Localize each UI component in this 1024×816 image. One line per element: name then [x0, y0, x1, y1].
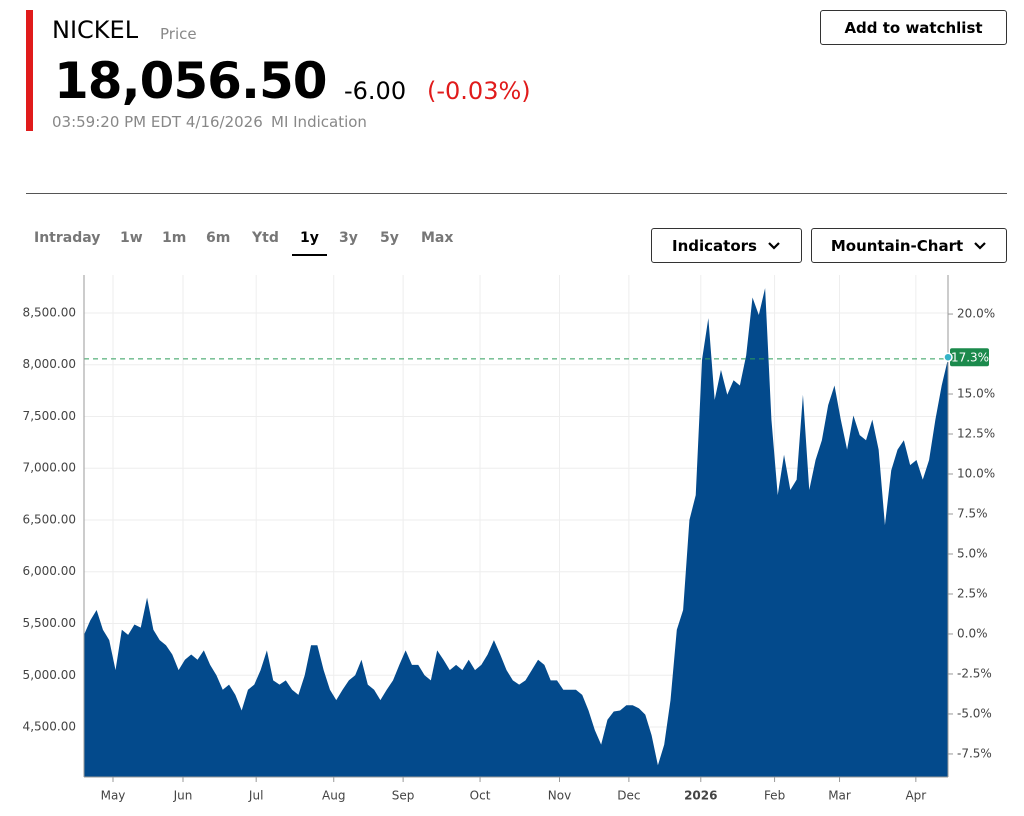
y2-tick-label: 12.5% — [957, 427, 995, 441]
watchlist-button[interactable]: Add to watchlist — [820, 10, 1007, 45]
x-tick-label: May — [101, 789, 126, 803]
area — [84, 288, 948, 777]
x-tick-label: Apr — [905, 789, 926, 803]
x-tick-label: Mar — [828, 789, 851, 803]
y2-tick-label: -7.5% — [957, 746, 992, 760]
y2-tick-label: 7.5% — [957, 507, 988, 521]
tab[interactable]: 1m — [162, 230, 187, 246]
x-tick-label: 2026 — [684, 789, 717, 803]
change: -6.00 — [344, 77, 407, 105]
chart-type-dropdown[interactable]: Mountain-Chart — [811, 228, 1007, 263]
tab[interactable]: Max — [421, 230, 454, 246]
y-tick-label: 18,000.00 — [15, 357, 76, 371]
y-tick-label: 16,500.00 — [15, 512, 76, 526]
x-tick-label: Aug — [322, 789, 345, 803]
x-tick-label: Jun — [173, 789, 193, 803]
y-tick-label: 14,500.00 — [15, 720, 76, 734]
symbol: NICKEL — [52, 16, 139, 44]
y-axis-labels: 18,500.00 18,000.00 17,500.00 17,000.00 16,5… — [15, 305, 76, 734]
y-tick-label: 18,500.00 — [15, 305, 76, 319]
y2-tick-label: 0.0% — [957, 626, 988, 640]
y2-tick-label: 15.0% — [957, 387, 995, 401]
chevron — [768, 241, 780, 250]
last-point — [943, 352, 953, 362]
y-tick-label: 17,500.00 — [15, 409, 76, 423]
tab[interactable]: 1w — [120, 230, 143, 246]
y2-tick-label: 5.0% — [957, 546, 988, 560]
chevron — [974, 241, 986, 250]
y2-tick-label: 20.0% — [957, 307, 995, 321]
y2-tick-label: -2.5% — [957, 666, 992, 680]
y-tick-label: 16,000.00 — [15, 564, 76, 578]
tab[interactable]: 1y — [292, 230, 327, 256]
indicators-dropdown[interactable]: Indicators — [651, 228, 802, 263]
x-tick-label: Sep — [392, 789, 415, 803]
y2-tick-label: 2.5% — [957, 586, 988, 600]
annotation-label: 17.3% — [951, 351, 989, 365]
y2-tick-label: 10.0% — [957, 467, 995, 481]
divider — [26, 193, 1007, 194]
y2-tick-label: -5.0% — [957, 706, 992, 720]
change-percent: (-0.03%) — [427, 77, 531, 105]
tab[interactable]: Ytd — [252, 230, 279, 246]
label: Indicators — [672, 236, 757, 255]
y-tick-label: 15,500.00 — [15, 616, 76, 630]
x-tick-label: Oct — [470, 789, 491, 803]
label: Mountain-Chart — [830, 236, 964, 255]
accent-bar — [26, 10, 33, 131]
x-tick-label: Nov — [548, 789, 571, 803]
timestamp: 03:59:20 PM EDT 4/16/2026 — [52, 113, 263, 131]
tab[interactable]: 5y — [380, 230, 399, 246]
x-tick-label: Feb — [764, 789, 785, 803]
y-tick-label: 17,000.00 — [15, 461, 76, 475]
tab[interactable]: Intraday — [34, 230, 101, 246]
y-tick-label: 15,000.00 — [15, 668, 76, 682]
price: 18,056.50 — [54, 52, 328, 110]
source: MI Indication — [271, 113, 367, 131]
x-tick-label: Jul — [248, 789, 263, 803]
tab[interactable]: 6m — [206, 230, 231, 246]
x-tick-label: Dec — [617, 789, 640, 803]
annotation-badge — [950, 348, 989, 367]
tab[interactable]: 3y — [339, 230, 358, 246]
kind: Price — [160, 25, 197, 43]
